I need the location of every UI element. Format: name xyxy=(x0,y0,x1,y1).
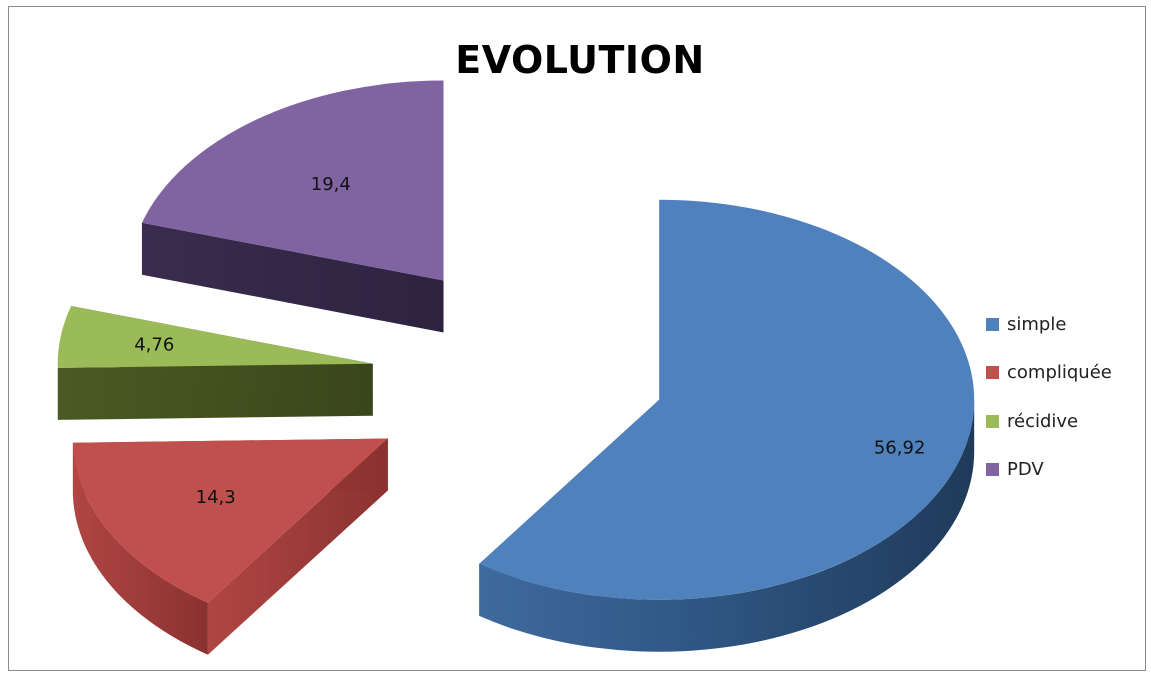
data-label: 14,3 xyxy=(196,487,236,508)
data-label: 4,76 xyxy=(134,335,174,356)
legend-swatch xyxy=(986,317,999,331)
legend-item: simple xyxy=(986,300,1112,349)
legend-label: récidive xyxy=(1007,410,1079,432)
slice-wall xyxy=(207,438,388,655)
legend-swatch xyxy=(986,463,999,477)
legend-swatch xyxy=(986,366,999,380)
pie-slice-pdv xyxy=(141,80,444,333)
pie-slice-recidive xyxy=(57,305,373,420)
slice-top xyxy=(72,438,388,603)
legend-item: compliquée xyxy=(986,349,1112,398)
legend-swatch xyxy=(986,414,999,428)
slice-side xyxy=(72,442,208,655)
legend-label: compliquée xyxy=(1007,362,1112,384)
legend-label: simple xyxy=(1007,313,1067,335)
slice-top xyxy=(479,199,975,600)
pie-slice-simple xyxy=(479,199,975,652)
legend-label: PDV xyxy=(1007,459,1044,481)
slice-top xyxy=(57,305,373,368)
slice-side xyxy=(479,399,975,652)
slice-top xyxy=(141,80,444,281)
data-label: 56,92 xyxy=(874,438,926,459)
legend-item: PDV xyxy=(986,446,1112,495)
legend-item: récidive xyxy=(986,397,1112,446)
chart-title: EVOLUTION xyxy=(455,38,705,82)
legend: simple compliquée récidive PDV xyxy=(986,300,1112,494)
data-label: 19,4 xyxy=(311,174,351,195)
slice-wall xyxy=(141,222,444,333)
pie-slice-compliquee xyxy=(72,438,388,655)
